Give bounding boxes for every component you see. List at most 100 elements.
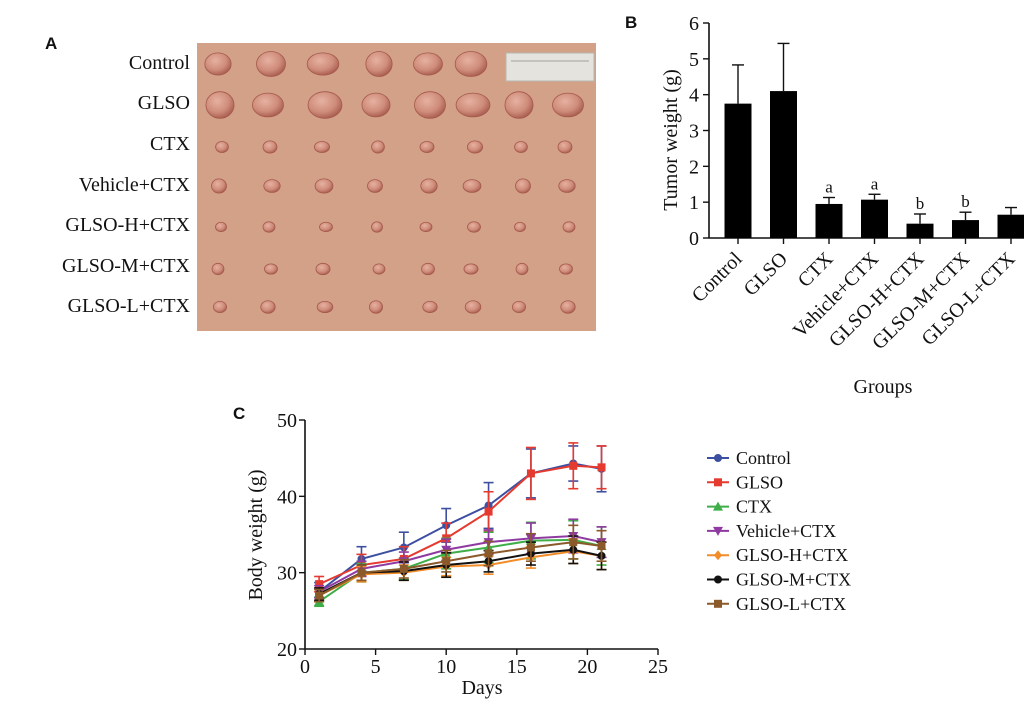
c-x-tick-label: 0 xyxy=(300,656,310,678)
tumor-sample xyxy=(420,178,438,194)
b-y-tick-label: 1 xyxy=(689,192,699,214)
legend-label: GLSO-M+CTX xyxy=(736,570,851,590)
tumor-sample xyxy=(365,51,393,77)
tumor-sample xyxy=(252,92,284,118)
significance-label: a xyxy=(825,178,833,197)
tumor-sample xyxy=(319,221,333,233)
tumor-sample xyxy=(211,178,227,194)
tumor-sample xyxy=(557,140,573,154)
row-label-glso-l-ctx: GLSO-L+CTX xyxy=(67,295,190,317)
c-ticks: 0 5 10 15 20 25 20 30 40 50 xyxy=(277,410,668,678)
tumor-sample xyxy=(215,221,227,233)
significance-label: b xyxy=(961,192,970,211)
tumor-sample xyxy=(515,262,529,276)
tumor-sample xyxy=(419,221,433,233)
tumor-sample xyxy=(560,300,576,314)
data-point xyxy=(526,469,535,478)
tumor-sample xyxy=(263,179,281,193)
b-y-tick-label: 2 xyxy=(689,156,699,178)
series-line xyxy=(318,535,602,593)
tumor-sample xyxy=(462,179,482,193)
c-axes xyxy=(304,420,658,650)
c-y-tick-label: 40 xyxy=(277,486,297,508)
row-label-control: Control xyxy=(128,52,190,74)
legend-label: Vehicle+CTX xyxy=(736,521,836,541)
data-point xyxy=(315,591,324,600)
c-y-tick-label: 30 xyxy=(277,563,297,585)
bar xyxy=(815,203,843,238)
b-category-label: GLSO xyxy=(740,248,792,300)
c-legend: Control GLSO CTX Vehicle+CTX GLSO-H+CTX GLSO-… xyxy=(707,448,851,614)
b-x-axis-title: Groups xyxy=(854,376,913,398)
tumor-sample xyxy=(413,52,443,76)
tumor-sample xyxy=(256,51,286,77)
tumor-sample xyxy=(454,51,488,77)
c-x-tick-label: 20 xyxy=(577,656,597,678)
tumor-sample xyxy=(552,92,584,118)
b-y-tick-label: 6 xyxy=(689,13,699,35)
tumor-sample xyxy=(455,92,491,118)
tumor-sample xyxy=(262,140,278,154)
legend-label: GLSO-H+CTX xyxy=(736,545,848,565)
b-y-tick-label: 0 xyxy=(689,228,699,250)
tumor-sample xyxy=(307,91,343,119)
b-category-label: Control xyxy=(688,248,747,307)
legend-marker xyxy=(713,526,723,536)
row-label-glso-h-ctx: GLSO-H+CTX xyxy=(65,214,190,236)
row-label-glso-m-ctx: GLSO-M+CTX xyxy=(62,255,190,277)
tumor-sample xyxy=(316,300,334,314)
tumor-sample xyxy=(314,141,331,153)
series-line xyxy=(318,541,602,597)
legend-label: Control xyxy=(736,448,791,468)
panel-label-c: C xyxy=(233,404,246,423)
tumor-sample xyxy=(371,140,385,154)
b-y-tick-label: 5 xyxy=(689,49,699,71)
b-bars: a a b b xyxy=(724,42,1024,244)
legend-label: GLSO-L+CTX xyxy=(736,594,846,614)
panel-label-a: A xyxy=(45,34,58,53)
tumor-sample xyxy=(367,179,383,193)
body-weight-chart: 0 5 10 15 20 25 20 30 40 50 Control GLSO CTX Vehicle… xyxy=(245,410,851,699)
tumor-sample xyxy=(213,300,227,314)
c-series xyxy=(314,442,607,608)
c-x-tick-label: 10 xyxy=(436,656,456,678)
tumor-sample xyxy=(562,221,576,233)
legend-marker xyxy=(714,478,722,487)
b-y-ticks: 0 1 2 3 4 5 6 xyxy=(689,13,709,250)
tumor-sample xyxy=(467,221,481,233)
tumor-sample xyxy=(215,141,229,153)
data-point xyxy=(315,580,324,589)
tumor-sample xyxy=(204,52,232,76)
bar xyxy=(770,91,797,238)
data-point xyxy=(569,461,578,470)
c-x-axis-title: Days xyxy=(461,677,502,699)
tumor-sample xyxy=(306,52,340,76)
data-point xyxy=(569,538,578,547)
row-label-ctx: CTX xyxy=(150,133,190,155)
tumor-sample xyxy=(419,141,435,153)
tumor-sample xyxy=(514,221,526,233)
legend-marker xyxy=(714,599,722,608)
data-point xyxy=(399,564,408,573)
significance-label: a xyxy=(871,174,879,193)
tumor-sample xyxy=(371,221,383,233)
tumor-sample xyxy=(421,262,435,276)
c-x-tick-label: 25 xyxy=(648,656,668,678)
legend-marker xyxy=(714,575,722,584)
bar xyxy=(724,103,752,238)
tumor-sample xyxy=(515,178,531,194)
tumor-sample xyxy=(512,300,526,314)
tumor-sample xyxy=(314,178,334,194)
series-line xyxy=(318,462,602,593)
series-line xyxy=(318,464,602,586)
bar xyxy=(997,214,1024,238)
data-point xyxy=(484,507,493,516)
tumor-sample xyxy=(264,263,278,275)
panel-label-b: B xyxy=(625,13,638,32)
tumor-sample xyxy=(504,91,534,119)
bar xyxy=(861,199,888,238)
tumor-sample xyxy=(260,300,276,314)
significance-label: b xyxy=(916,194,925,213)
